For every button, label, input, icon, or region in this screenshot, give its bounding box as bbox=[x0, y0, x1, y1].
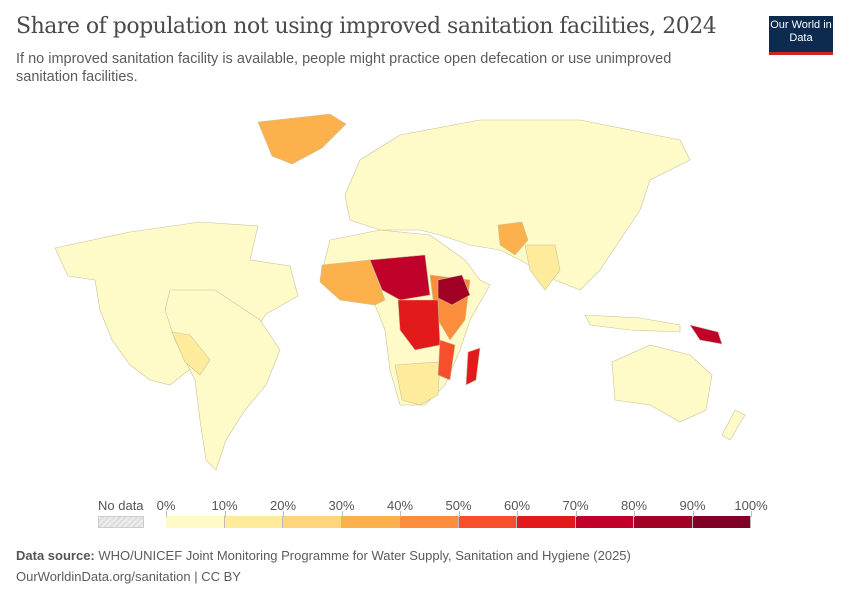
no-data-swatch[interactable] bbox=[98, 516, 144, 528]
no-data-label: No data bbox=[98, 498, 144, 513]
source-label: Data source: bbox=[16, 548, 95, 563]
legend-tick-label: 80% bbox=[620, 498, 648, 513]
legend-tick-label: 20% bbox=[269, 498, 297, 513]
legend-tick bbox=[634, 511, 635, 517]
legend-bin[interactable] bbox=[283, 516, 342, 528]
region-mozambique[interactable] bbox=[437, 339, 456, 381]
chart-subtitle: If no improved sanitation facility is av… bbox=[16, 51, 672, 85]
region-new-zealand[interactable] bbox=[721, 409, 746, 441]
region-sahel[interactable] bbox=[369, 254, 431, 301]
region-greenland[interactable] bbox=[257, 113, 347, 165]
legend-tick-label: 60% bbox=[503, 498, 531, 513]
legend-tick bbox=[283, 511, 284, 517]
region-madagascar[interactable] bbox=[465, 347, 481, 386]
legend: No data 0% 10% 20% 30% 40% 50% 60% 70% 80% 90% 100… bbox=[0, 495, 850, 535]
region-central-africa[interactable] bbox=[397, 299, 441, 351]
legend-tick bbox=[751, 511, 752, 517]
region-eurasia[interactable] bbox=[344, 119, 691, 291]
legend-tick-label: 0% bbox=[156, 498, 176, 513]
legend-tick bbox=[166, 511, 167, 517]
legend-bin[interactable] bbox=[458, 516, 517, 528]
legend-tick-label: 50% bbox=[445, 498, 472, 513]
source-url[interactable]: OurWorldinData.org/sanitation | CC BY bbox=[16, 569, 241, 584]
legend-bin[interactable] bbox=[166, 516, 225, 528]
legend-tick bbox=[400, 511, 401, 517]
legend-tick-label: 70% bbox=[562, 498, 589, 513]
legend-tick-label: 90% bbox=[679, 498, 706, 513]
legend-bin[interactable] bbox=[224, 516, 283, 528]
region-australia[interactable] bbox=[611, 344, 713, 423]
legend-tick-label: 10% bbox=[211, 498, 238, 513]
legend-bin[interactable] bbox=[692, 516, 751, 528]
region-south-asia[interactable] bbox=[524, 244, 561, 291]
legend-tick bbox=[517, 511, 518, 517]
region-horn[interactable] bbox=[437, 274, 471, 306]
chart-title: Share of population not using improved s… bbox=[16, 14, 717, 39]
legend-tick bbox=[341, 511, 343, 517]
legend-bin[interactable] bbox=[517, 516, 576, 528]
region-southern-africa[interactable] bbox=[394, 361, 441, 406]
legend-tick bbox=[224, 511, 226, 517]
legend-bin[interactable] bbox=[341, 516, 400, 528]
legend-tick-label: 100% bbox=[734, 498, 768, 513]
legend-tick-label: 40% bbox=[386, 498, 414, 513]
data-source: Data source: WHO/UNICEF Joint Monitoring… bbox=[16, 548, 631, 563]
legend-bin[interactable] bbox=[575, 516, 634, 528]
legend-tick bbox=[692, 511, 694, 517]
legend-bin[interactable] bbox=[634, 516, 693, 528]
region-indonesia[interactable] bbox=[584, 314, 681, 333]
source-text: WHO/UNICEF Joint Monitoring Programme fo… bbox=[98, 548, 631, 563]
region-papua-new-guinea[interactable] bbox=[689, 324, 723, 345]
legend-tick-label: 30% bbox=[328, 498, 355, 513]
legend-tick bbox=[458, 511, 460, 517]
region-peru-bolivia[interactable] bbox=[171, 331, 211, 376]
region-south-asia-west[interactable] bbox=[497, 221, 529, 256]
owid-logo[interactable]: Our World in Data bbox=[769, 16, 833, 55]
world-map bbox=[54, 113, 746, 471]
legend-bin[interactable] bbox=[400, 516, 459, 528]
legend-tick bbox=[575, 511, 577, 517]
